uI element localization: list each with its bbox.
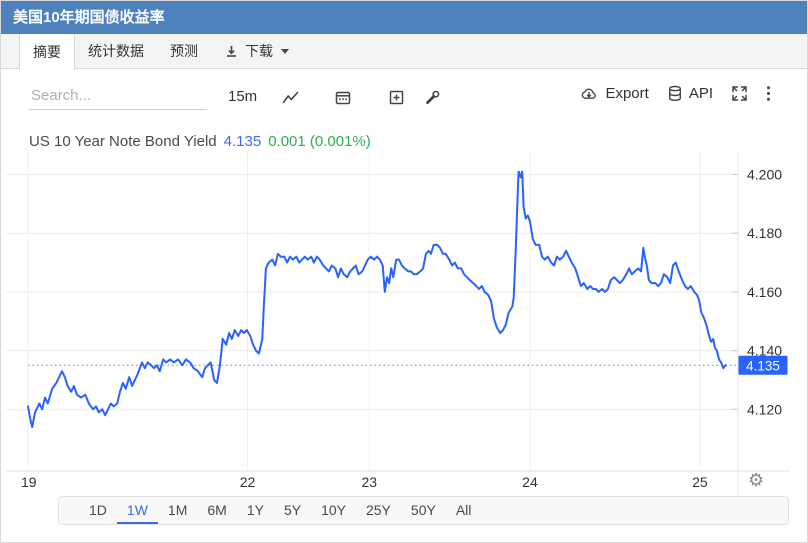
api-label: API (688, 85, 713, 102)
chevron-down-icon (281, 49, 289, 54)
svg-text:4.120: 4.120 (747, 401, 782, 417)
database-icon (667, 85, 683, 102)
wrench-icon (424, 89, 441, 106)
widget-header: 美国10年期国债收益率 (1, 1, 807, 34)
svg-text:4.160: 4.160 (747, 284, 782, 300)
fullscreen-button[interactable] (731, 85, 748, 102)
cloud-download-icon (579, 86, 599, 101)
page-title: 美国10年期国债收益率 (13, 9, 165, 26)
tab-statistics[interactable]: 统计数据 (75, 34, 157, 69)
svg-text:24: 24 (522, 474, 538, 490)
gear-icon[interactable]: ⚙ (748, 470, 765, 490)
api-button[interactable]: API (667, 85, 713, 102)
calendar-icon (334, 89, 352, 106)
tab-download-label: 下载 (245, 43, 273, 59)
tab-summary-label: 摘要 (33, 43, 61, 60)
range-50y[interactable]: 50Y (410, 501, 436, 518)
toolbar-right-group: Export API (579, 85, 771, 102)
instrument-change: 0.001 (0.001%) (268, 133, 371, 150)
range-5y[interactable]: 5Y (283, 501, 302, 518)
line-chart-icon (282, 90, 299, 105)
plus-square-icon (388, 89, 405, 106)
tab-bar: 摘要 统计数据 预测 下载 (1, 34, 807, 70)
tab-statistics-label: 统计数据 (88, 43, 144, 59)
tab-summary[interactable]: 摘要 (19, 34, 75, 70)
range-1d[interactable]: 1D (89, 501, 107, 518)
svg-text:4.135: 4.135 (746, 358, 780, 373)
kebab-menu-icon (766, 85, 771, 102)
svg-text:4.140: 4.140 (747, 343, 782, 359)
export-label: Export (605, 85, 649, 102)
add-indicator-button[interactable] (385, 86, 407, 108)
range-1y[interactable]: 1Y (246, 501, 264, 518)
svg-text:23: 23 (361, 474, 377, 490)
expand-icon (731, 85, 748, 102)
yield-chart[interactable]: 4.200 4.180 4.160 4.140 4.120 4.135 19 22 23 24 25 (1, 151, 808, 496)
tab-forecast[interactable]: 预测 (157, 34, 211, 69)
instrument-name: US 10 Year Note Bond Yield (29, 133, 217, 150)
range-10y[interactable]: 10Y (321, 501, 346, 518)
interval-selector[interactable]: 15m (228, 88, 258, 105)
range-6m[interactable]: 6M (207, 501, 227, 518)
yield-chart-svg[interactable]: 4.200 4.180 4.160 4.140 4.120 4.135 19 22 23 24 25 (1, 151, 808, 496)
export-button[interactable]: Export (579, 85, 649, 102)
instrument-value: 4.135 (223, 133, 262, 150)
range-25y[interactable]: 25Y (365, 501, 391, 518)
more-menu-button[interactable] (766, 85, 771, 102)
current-value-badge (738, 355, 788, 375)
chart-title-row: US 10 Year Note Bond Yield 4.135 0.001 (… (29, 133, 371, 150)
range-1m[interactable]: 1M (167, 501, 188, 518)
chart-type-button[interactable] (279, 86, 301, 108)
download-icon (224, 44, 239, 59)
svg-text:22: 22 (240, 474, 256, 490)
tab-forecast-label: 预测 (170, 43, 198, 59)
svg-text:19: 19 (21, 474, 37, 490)
chart-settings-button[interactable] (421, 86, 443, 108)
range-1w[interactable]: 1W (116, 497, 158, 524)
svg-text:4.180: 4.180 (747, 225, 782, 241)
range-all[interactable]: All (455, 501, 472, 518)
tab-download[interactable]: 下载 (211, 34, 302, 69)
svg-text:25: 25 (692, 474, 708, 490)
date-range-button[interactable] (332, 86, 354, 108)
svg-text:4.200: 4.200 (747, 166, 782, 182)
search-input[interactable] (29, 85, 207, 110)
range-selector: 1D 1W 1M 6M 1Y 5Y 10Y 25Y 50Y All (58, 496, 789, 525)
